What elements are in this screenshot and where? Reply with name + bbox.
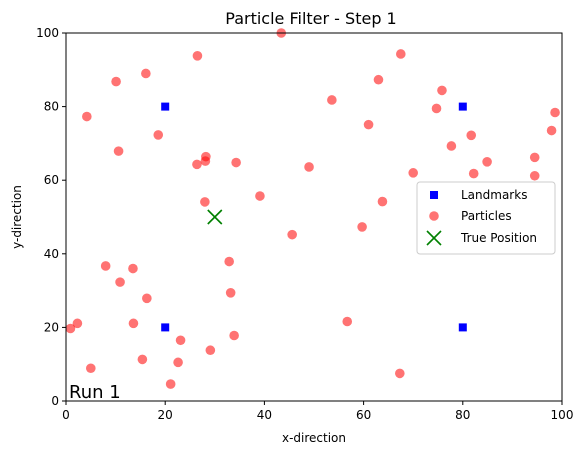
- particle-point: [357, 222, 367, 232]
- landmark-point: [458, 102, 467, 111]
- particle-point: [128, 318, 139, 329]
- particle-point: [100, 261, 111, 271]
- particle-point: [550, 107, 560, 118]
- x-tick-label: 20: [158, 408, 173, 422]
- y-tick-label: 40: [44, 247, 59, 261]
- particle-point: [192, 159, 202, 170]
- particle-point: [327, 95, 337, 105]
- x-tick-label: 80: [455, 408, 470, 422]
- legend-particles-marker: [429, 211, 439, 221]
- particle-point: [231, 157, 241, 168]
- x-axis-label: x-direction: [282, 431, 346, 445]
- particle-point: [255, 191, 265, 201]
- particle-point: [466, 130, 477, 141]
- particle-point: [224, 256, 234, 267]
- landmark-point: [458, 323, 467, 332]
- legend-landmarks-label: Landmarks: [461, 188, 527, 202]
- true-position-point: [207, 209, 223, 225]
- particle-point: [113, 146, 124, 156]
- particle-point: [111, 76, 121, 87]
- plot-area: [65, 28, 560, 389]
- particle-point: [408, 168, 419, 178]
- landmark-point: [161, 102, 170, 111]
- particle-point: [205, 345, 216, 356]
- particle-point: [529, 152, 540, 163]
- particle-point: [482, 157, 492, 167]
- particle-point: [175, 335, 186, 346]
- particle-point: [225, 288, 236, 298]
- particle-point: [141, 68, 151, 79]
- legend-particles-label: Particles: [461, 209, 512, 223]
- y-tick-label: 60: [44, 173, 59, 187]
- particle-point: [115, 277, 125, 287]
- y-tick-label: 0: [51, 394, 59, 408]
- plot-frame: [65, 32, 563, 402]
- x-tick-label: 40: [257, 408, 272, 422]
- legend-box: [416, 181, 556, 255]
- particle-point: [173, 357, 183, 368]
- chart-title: Particle Filter - Step 1: [225, 9, 396, 28]
- particle-point: [72, 318, 83, 329]
- particle-point: [165, 379, 176, 389]
- particle-point: [373, 74, 384, 85]
- particle-point: [468, 168, 479, 179]
- run-annotation: Run 1: [69, 382, 121, 403]
- y-tick-label: 100: [36, 26, 59, 40]
- particle-point: [229, 330, 239, 341]
- particle-point: [431, 103, 442, 114]
- particle-point: [377, 196, 388, 207]
- x-tick-label: 0: [62, 408, 70, 422]
- legend: Landmarks Particles True Position: [416, 181, 556, 255]
- particle-point: [546, 125, 557, 136]
- particle-point: [529, 170, 540, 181]
- particle-point: [200, 156, 211, 166]
- legend-landmarks-marker: [430, 191, 438, 199]
- particle-point: [153, 130, 164, 140]
- particle-point: [396, 49, 406, 59]
- particle-point: [82, 111, 92, 122]
- particle-point: [395, 368, 405, 379]
- particle-point: [304, 162, 314, 172]
- y-tick-label: 80: [44, 100, 59, 114]
- particle-point: [142, 293, 152, 304]
- particle-point: [65, 323, 76, 334]
- particle-point: [446, 141, 457, 151]
- particle-point: [137, 354, 148, 365]
- particle-point: [200, 197, 210, 207]
- legend-true-position-marker: [426, 230, 442, 246]
- y-tick-label: 20: [44, 320, 59, 334]
- particle-point: [192, 51, 203, 61]
- x-tick-label: 60: [356, 408, 371, 422]
- axis-ticks: 0 20 40 60 80 100 0 20 40 60 80 100: [36, 26, 573, 422]
- legend-true-position-label: True Position: [460, 231, 537, 245]
- particle-point: [86, 363, 96, 374]
- particle-point: [287, 229, 297, 240]
- landmark-point: [161, 323, 170, 332]
- particle-point: [363, 119, 374, 130]
- y-axis-label: y-direction: [10, 185, 24, 249]
- particle-point: [437, 85, 447, 96]
- particle-point: [342, 316, 353, 327]
- particle-point: [128, 263, 138, 274]
- x-tick-label: 100: [551, 408, 574, 422]
